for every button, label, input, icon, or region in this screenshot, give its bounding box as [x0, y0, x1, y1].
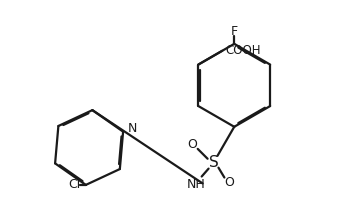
Text: O: O	[187, 138, 197, 151]
Text: Cl: Cl	[68, 178, 80, 191]
Text: S: S	[209, 155, 218, 170]
Text: O: O	[224, 176, 234, 189]
Text: NH: NH	[186, 178, 205, 191]
Text: N: N	[127, 122, 137, 135]
Text: COOH: COOH	[225, 44, 261, 57]
Text: F: F	[231, 24, 238, 38]
